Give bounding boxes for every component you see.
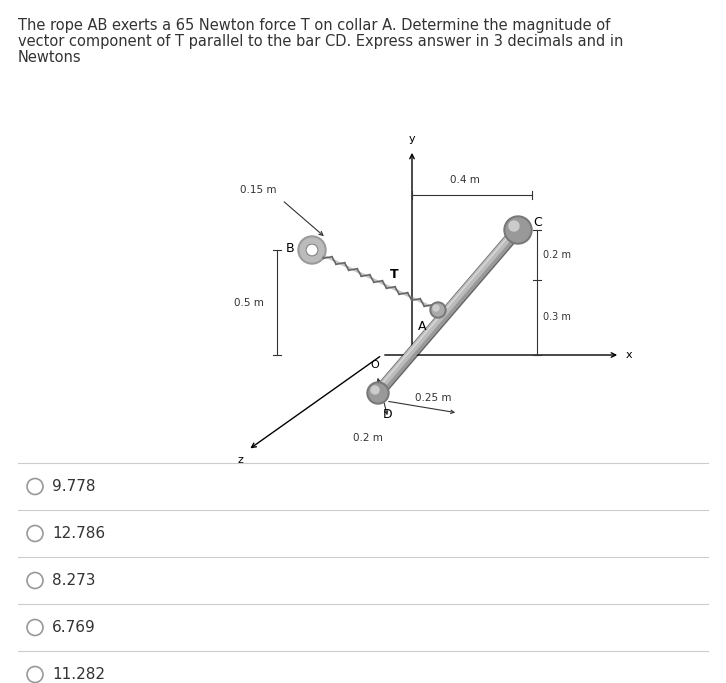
Text: 12.786: 12.786 — [52, 526, 105, 541]
Text: 8.273: 8.273 — [52, 573, 96, 588]
Text: 0.15 m: 0.15 m — [240, 185, 277, 195]
Text: z: z — [237, 455, 243, 465]
Circle shape — [433, 305, 439, 311]
Text: 0.2 m: 0.2 m — [543, 250, 571, 260]
Text: O: O — [370, 360, 379, 370]
Circle shape — [298, 236, 326, 264]
Text: The rope AB exerts a 65 Newton force T on collar A. Determine the magnitude of: The rope AB exerts a 65 Newton force T o… — [18, 18, 611, 33]
Text: C: C — [533, 216, 542, 229]
Text: 6.769: 6.769 — [52, 620, 96, 635]
Text: Newtons: Newtons — [18, 50, 81, 65]
Text: x: x — [626, 350, 632, 360]
Text: 0.5 m: 0.5 m — [234, 298, 264, 307]
Text: B: B — [285, 242, 294, 255]
Circle shape — [300, 238, 324, 262]
Circle shape — [506, 218, 530, 242]
Circle shape — [306, 244, 318, 256]
Circle shape — [371, 386, 379, 394]
Text: y: y — [409, 134, 415, 144]
Circle shape — [504, 216, 532, 244]
Circle shape — [509, 221, 519, 231]
Text: 9.778: 9.778 — [52, 479, 96, 494]
Text: D: D — [383, 408, 393, 421]
Circle shape — [367, 382, 389, 404]
Text: 11.282: 11.282 — [52, 667, 105, 682]
Text: 0.4 m: 0.4 m — [450, 175, 480, 185]
Text: T: T — [390, 268, 399, 281]
Circle shape — [430, 302, 446, 318]
Circle shape — [369, 384, 387, 402]
Text: vector component of T parallel to the bar CD. Express answer in 3 decimals and i: vector component of T parallel to the ba… — [18, 34, 624, 49]
Text: 0.3 m: 0.3 m — [543, 313, 571, 322]
Text: 0.2 m: 0.2 m — [353, 433, 383, 443]
Text: 0.25 m: 0.25 m — [415, 393, 452, 403]
Circle shape — [432, 304, 444, 316]
Text: A: A — [417, 320, 426, 333]
